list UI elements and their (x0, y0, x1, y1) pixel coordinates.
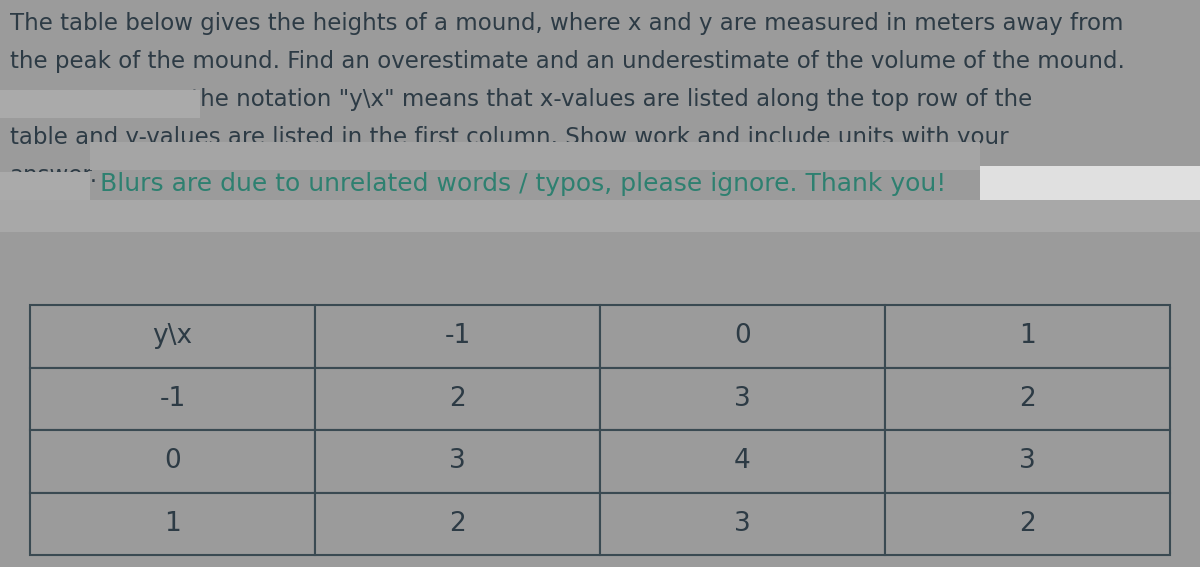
Text: -1: -1 (160, 386, 186, 412)
Bar (886, 305, 1170, 367)
Bar (314, 367, 600, 430)
Text: 2: 2 (1019, 511, 1036, 537)
Text: 1: 1 (1019, 323, 1036, 349)
Text: answer.: answer. (10, 164, 98, 187)
Text: 2: 2 (449, 511, 466, 537)
Text: 3: 3 (734, 511, 751, 537)
Bar (0, 200, 1200, 232)
Bar (600, 305, 886, 367)
Text: 2: 2 (1019, 386, 1036, 412)
Text: table and y-values are listed in the first column. Show work and include units w: table and y-values are listed in the fir… (10, 126, 1009, 149)
Text: 1: 1 (164, 511, 181, 537)
Bar (314, 493, 600, 555)
Bar (600, 367, 886, 430)
Text: The table below gives the heights of a mound, where x and y are measured in mete: The table below gives the heights of a m… (10, 12, 1123, 35)
Bar (886, 493, 1170, 555)
Bar (600, 430, 886, 493)
Bar (980, 166, 1200, 200)
Text: 3: 3 (449, 448, 466, 474)
Text: the peak of the mound. Find an overestimate and an underestimate of the volume o: the peak of the mound. Find an overestim… (10, 50, 1124, 73)
Bar (90, 142, 980, 170)
Text: 4: 4 (734, 448, 751, 474)
Bar (314, 305, 600, 367)
Bar (314, 430, 600, 493)
Bar (30, 493, 314, 555)
Bar (0, 172, 90, 200)
Bar (886, 367, 1170, 430)
Bar (0, 90, 200, 118)
Text: 3: 3 (734, 386, 751, 412)
Text: 2: 2 (449, 386, 466, 412)
Bar (30, 305, 314, 367)
Text: the notation "y\x" means that x-values are listed along the top row of the: the notation "y\x" means that x-values a… (10, 88, 1032, 111)
Text: -1: -1 (444, 323, 470, 349)
Text: 0: 0 (734, 323, 751, 349)
Bar (886, 430, 1170, 493)
Text: y\x: y\x (152, 323, 192, 349)
Text: 3: 3 (1019, 448, 1036, 474)
Bar (30, 430, 314, 493)
Text: 0: 0 (164, 448, 181, 474)
Text: Blurs are due to unrelated words / typos, please ignore. Thank you!: Blurs are due to unrelated words / typos… (100, 172, 947, 196)
Bar (600, 493, 886, 555)
Bar (30, 367, 314, 430)
